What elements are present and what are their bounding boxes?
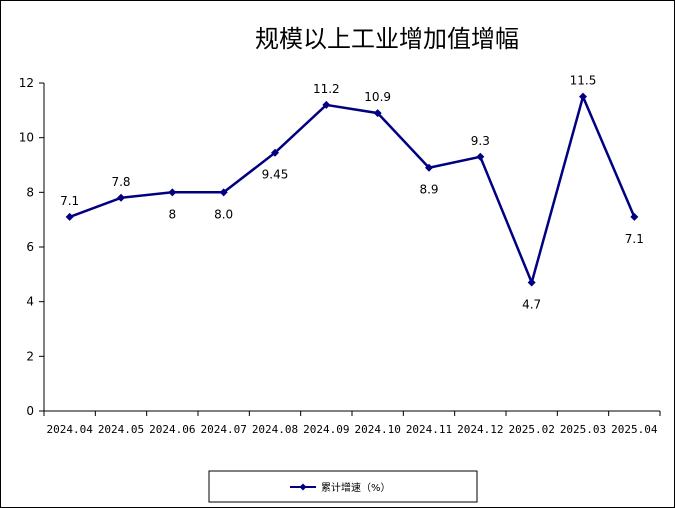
y-tick-label: 4 xyxy=(26,295,34,309)
data-point xyxy=(476,152,485,161)
y-tick-label: 0 xyxy=(26,404,34,418)
data-label-layer: 7.1 7.8 8 8.0 9.45 11.2 10.9 8.9 9.3 4.7 11.5 7.1 xyxy=(60,74,644,312)
data-point xyxy=(271,148,279,157)
data-label: 8 xyxy=(169,207,177,221)
data-label: 8.0 xyxy=(214,207,233,221)
y-tick-label: 2 xyxy=(26,349,34,363)
x-tick-label: 2025.04 xyxy=(611,423,658,436)
data-label: 4.7 xyxy=(522,298,541,312)
data-point xyxy=(425,163,433,172)
x-tick-label: 2025.02 xyxy=(508,423,554,436)
data-point xyxy=(630,212,639,221)
data-label: 11.2 xyxy=(313,82,340,96)
x-axis: 2024.04 2024.05 2024.06 2024.07 2024.08 2024.… xyxy=(43,410,661,436)
data-label: 8.9 xyxy=(419,183,438,197)
data-label: 9.3 xyxy=(471,134,490,148)
legend: 累计增速（%） xyxy=(208,470,478,503)
x-tick-label: 2024.06 xyxy=(149,423,195,436)
x-tick-label: 2024.08 xyxy=(252,423,298,436)
data-label: 7.1 xyxy=(625,232,644,246)
series-layer xyxy=(65,92,639,287)
series-line xyxy=(69,92,636,287)
y-tick-label: 10 xyxy=(19,131,34,145)
data-point xyxy=(219,188,228,197)
x-tick-label: 2024.12 xyxy=(457,423,503,436)
x-tick-label: 2024.10 xyxy=(354,423,400,436)
data-point xyxy=(117,193,125,202)
x-tick-label: 2024.05 xyxy=(98,423,144,436)
legend-label: 累计增速（%） xyxy=(321,481,391,494)
x-tick-label: 2024.09 xyxy=(303,423,349,436)
chart-title: 规模以上工业增加值增幅 xyxy=(255,25,519,53)
data-label: 9.45 xyxy=(262,168,289,182)
x-tick-label: 2024.07 xyxy=(200,423,246,436)
legend-marker xyxy=(299,483,307,491)
data-point xyxy=(322,100,331,109)
legend-box xyxy=(208,470,478,503)
x-tick-label: 2025.03 xyxy=(560,423,606,436)
y-tick-label: 8 xyxy=(26,185,34,199)
data-label: 7.1 xyxy=(60,194,79,208)
y-tick-label: 6 xyxy=(26,240,34,254)
x-tick-label: 2024.11 xyxy=(406,423,452,436)
data-label: 7.8 xyxy=(111,175,130,189)
data-label: 10.9 xyxy=(364,90,391,104)
y-tick-label: 12 xyxy=(19,76,34,90)
data-point xyxy=(579,92,587,101)
data-point xyxy=(65,212,74,221)
x-tick-label: 2024.04 xyxy=(46,423,93,436)
y-axis: 0 2 4 6 8 10 12 xyxy=(19,76,45,418)
data-label: 11.5 xyxy=(570,74,597,88)
data-point xyxy=(168,188,177,197)
data-point xyxy=(527,278,536,287)
data-point xyxy=(373,109,382,118)
